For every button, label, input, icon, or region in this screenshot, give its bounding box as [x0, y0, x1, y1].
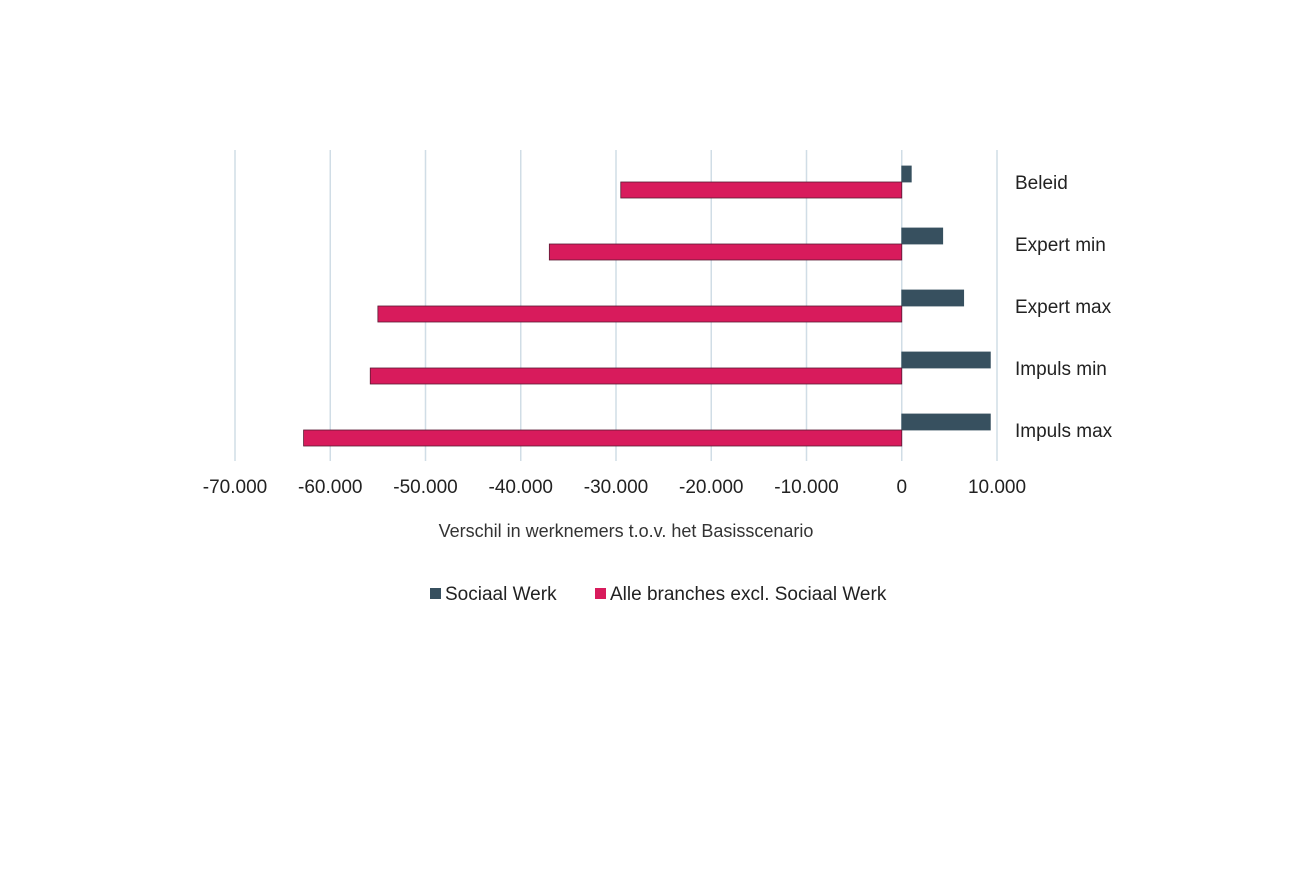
x-tick-label: -10.000	[774, 477, 838, 498]
bar-alle-branches	[369, 367, 903, 385]
x-axis-ticks: -70.000 -60.000 -50.000 -40.000 -30.000 -20.0…	[203, 477, 1026, 498]
x-axis-title: Verschil in werknemers t.o.v. het Basiss…	[439, 521, 814, 541]
category-label: Impuls min	[1015, 359, 1107, 380]
bar-sociaal-werk	[901, 289, 965, 307]
x-tick-label: 10.000	[968, 477, 1026, 498]
x-tick-label: -70.000	[203, 477, 267, 498]
bar-sociaal-werk	[901, 227, 944, 245]
x-tick-label: -50.000	[393, 477, 457, 498]
x-tick-label: -20.000	[679, 477, 743, 498]
x-tick-label: 0	[896, 477, 907, 498]
category-labels: Beleid Expert min Expert max Impuls min Impu…	[1015, 173, 1113, 442]
x-tick-label: -60.000	[298, 477, 362, 498]
legend-label: Sociaal Werk	[445, 584, 557, 605]
category-label: Beleid	[1015, 173, 1068, 194]
legend-swatch	[595, 588, 606, 599]
bar-alle-branches	[303, 429, 903, 447]
bar-alle-branches	[548, 243, 903, 261]
bars	[303, 165, 991, 447]
legend-label: Alle branches excl. Sociaal Werk	[610, 584, 887, 605]
bar-sociaal-werk	[901, 351, 991, 369]
legend-swatch	[430, 588, 441, 599]
x-tick-label: -30.000	[584, 477, 648, 498]
gridlines	[234, 150, 998, 461]
bar-sociaal-werk	[901, 165, 912, 183]
legend: Sociaal Werk Alle branches excl. Sociaal …	[430, 584, 887, 605]
category-label: Expert max	[1015, 297, 1112, 318]
bar-alle-branches	[377, 305, 903, 323]
bar-alle-branches	[620, 181, 903, 199]
category-label: Impuls max	[1015, 421, 1113, 442]
category-label: Expert min	[1015, 235, 1106, 256]
x-tick-label: -40.000	[489, 477, 553, 498]
bar-sociaal-werk	[901, 413, 991, 431]
